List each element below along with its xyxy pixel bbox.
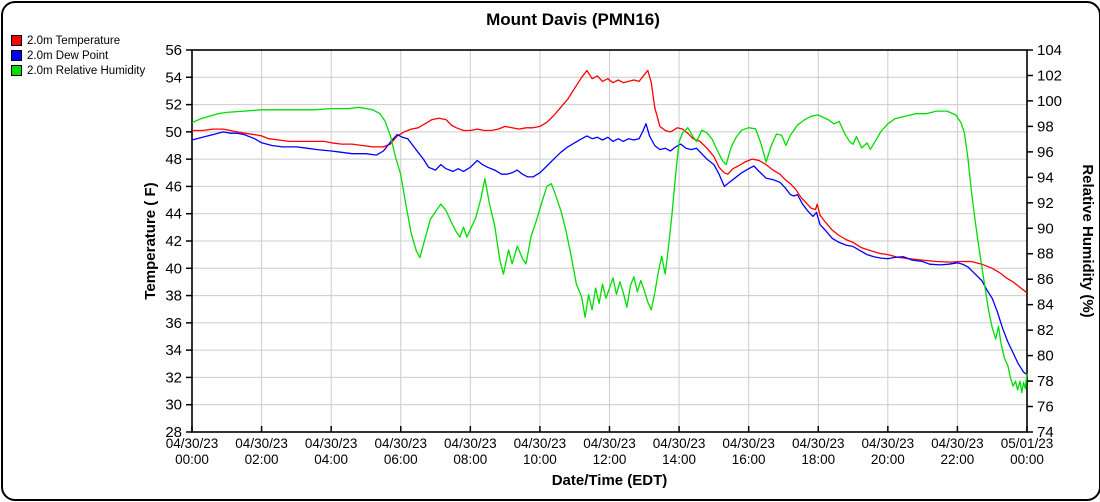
svg-text:86: 86 [1037, 271, 1054, 288]
legend-item-dew-point: 2.0m Dew Point [11, 48, 145, 63]
svg-text:94: 94 [1037, 169, 1054, 186]
svg-text:34: 34 [165, 342, 182, 359]
svg-text:04/30/23: 04/30/23 [514, 436, 567, 451]
svg-text:00:00: 00:00 [1010, 452, 1044, 467]
svg-text:88: 88 [1037, 246, 1054, 263]
svg-text:100: 100 [1037, 93, 1062, 110]
svg-text:80: 80 [1037, 348, 1054, 365]
svg-text:08:00: 08:00 [453, 452, 487, 467]
svg-text:30: 30 [165, 397, 182, 414]
svg-text:48: 48 [165, 151, 182, 168]
time-series-plot: 28 30 32 34 36 38 40 42 44 46 48 50 52 54 56 74 76 78 80 82… [142, 42, 1096, 489]
svg-text:104: 104 [1037, 42, 1062, 59]
svg-text:54: 54 [165, 69, 182, 86]
legend-label-temperature: 2.0m Temperature [27, 34, 121, 47]
svg-text:06:00: 06:00 [384, 452, 418, 467]
gridlines [192, 50, 1027, 432]
svg-text:56: 56 [165, 42, 182, 59]
svg-text:32: 32 [165, 369, 182, 386]
svg-text:04/30/23: 04/30/23 [305, 436, 358, 451]
svg-text:50: 50 [165, 124, 182, 141]
svg-text:76: 76 [1037, 399, 1054, 416]
svg-text:38: 38 [165, 288, 182, 305]
axis-ticks [186, 49, 1033, 433]
svg-text:40: 40 [165, 260, 182, 277]
svg-text:22:00: 22:00 [941, 452, 975, 467]
svg-text:Relative Humidity (%): Relative Humidity (%) [1079, 164, 1096, 317]
svg-text:04/30/23: 04/30/23 [583, 436, 636, 451]
svg-text:46: 46 [165, 178, 182, 195]
svg-text:42: 42 [165, 233, 182, 250]
svg-text:18:00: 18:00 [801, 452, 835, 467]
axis-titles: Temperature ( F) Relative Humidity (%) Dat… [142, 164, 1096, 489]
svg-text:16:00: 16:00 [732, 452, 766, 467]
legend-swatch-relative-humidity-icon [11, 65, 22, 76]
svg-text:00:00: 00:00 [175, 452, 209, 467]
svg-text:10:00: 10:00 [523, 452, 557, 467]
svg-text:04/30/23: 04/30/23 [931, 436, 984, 451]
series-line-2-0m-relative-humidity [191, 106, 1028, 394]
legend-item-relative-humidity: 2.0m Relative Humidity [11, 63, 145, 78]
svg-text:78: 78 [1037, 373, 1054, 390]
legend-label-dew-point: 2.0m Dew Point [27, 49, 109, 62]
svg-text:04/30/23: 04/30/23 [722, 436, 775, 451]
svg-text:12:00: 12:00 [593, 452, 627, 467]
legend-swatch-temperature-icon [11, 35, 22, 46]
svg-text:20:00: 20:00 [871, 452, 905, 467]
svg-text:04/30/23: 04/30/23 [235, 436, 288, 451]
svg-text:84: 84 [1037, 297, 1054, 314]
legend: 2.0m Temperature 2.0m Dew Point 2.0m Rel… [11, 33, 145, 78]
plot-border [191, 49, 1028, 433]
svg-text:05/01/23: 05/01/23 [1001, 436, 1054, 451]
svg-text:92: 92 [1037, 195, 1054, 212]
series-line-2-0m-dew-point [191, 123, 1028, 376]
svg-text:04/30/23: 04/30/23 [653, 436, 706, 451]
svg-text:28: 28 [165, 424, 182, 441]
legend-label-relative-humidity: 2.0m Relative Humidity [27, 64, 146, 77]
legend-swatch-dew-point-icon [11, 50, 22, 61]
svg-text:36: 36 [165, 315, 182, 332]
svg-text:102: 102 [1037, 67, 1062, 84]
axis-tick-labels: 28 30 32 34 36 38 40 42 44 46 48 50 52 54 56 74 76 78 80 82… [165, 42, 1062, 467]
svg-text:98: 98 [1037, 118, 1054, 135]
svg-text:04/30/23: 04/30/23 [862, 436, 915, 451]
svg-text:04/30/23: 04/30/23 [792, 436, 845, 451]
svg-text:02:00: 02:00 [245, 452, 279, 467]
chart-title: Mount Davis (PMN16) [486, 10, 660, 29]
svg-text:96: 96 [1037, 144, 1054, 161]
legend-item-temperature: 2.0m Temperature [11, 33, 145, 48]
svg-text:52: 52 [165, 97, 182, 114]
svg-text:90: 90 [1037, 220, 1054, 237]
svg-text:Temperature ( F): Temperature ( F) [142, 182, 159, 299]
svg-text:04/30/23: 04/30/23 [374, 436, 427, 451]
svg-text:74: 74 [1037, 424, 1054, 441]
svg-text:82: 82 [1037, 322, 1054, 339]
svg-text:44: 44 [165, 206, 182, 223]
svg-text:14:00: 14:00 [662, 452, 696, 467]
svg-text:04:00: 04:00 [314, 452, 348, 467]
svg-text:04/30/23: 04/30/23 [444, 436, 497, 451]
series-line-2-0m-temperature [192, 69, 1028, 294]
svg-text:04/30/23: 04/30/23 [166, 436, 219, 451]
svg-text:Date/Time (EDT): Date/Time (EDT) [552, 472, 668, 489]
